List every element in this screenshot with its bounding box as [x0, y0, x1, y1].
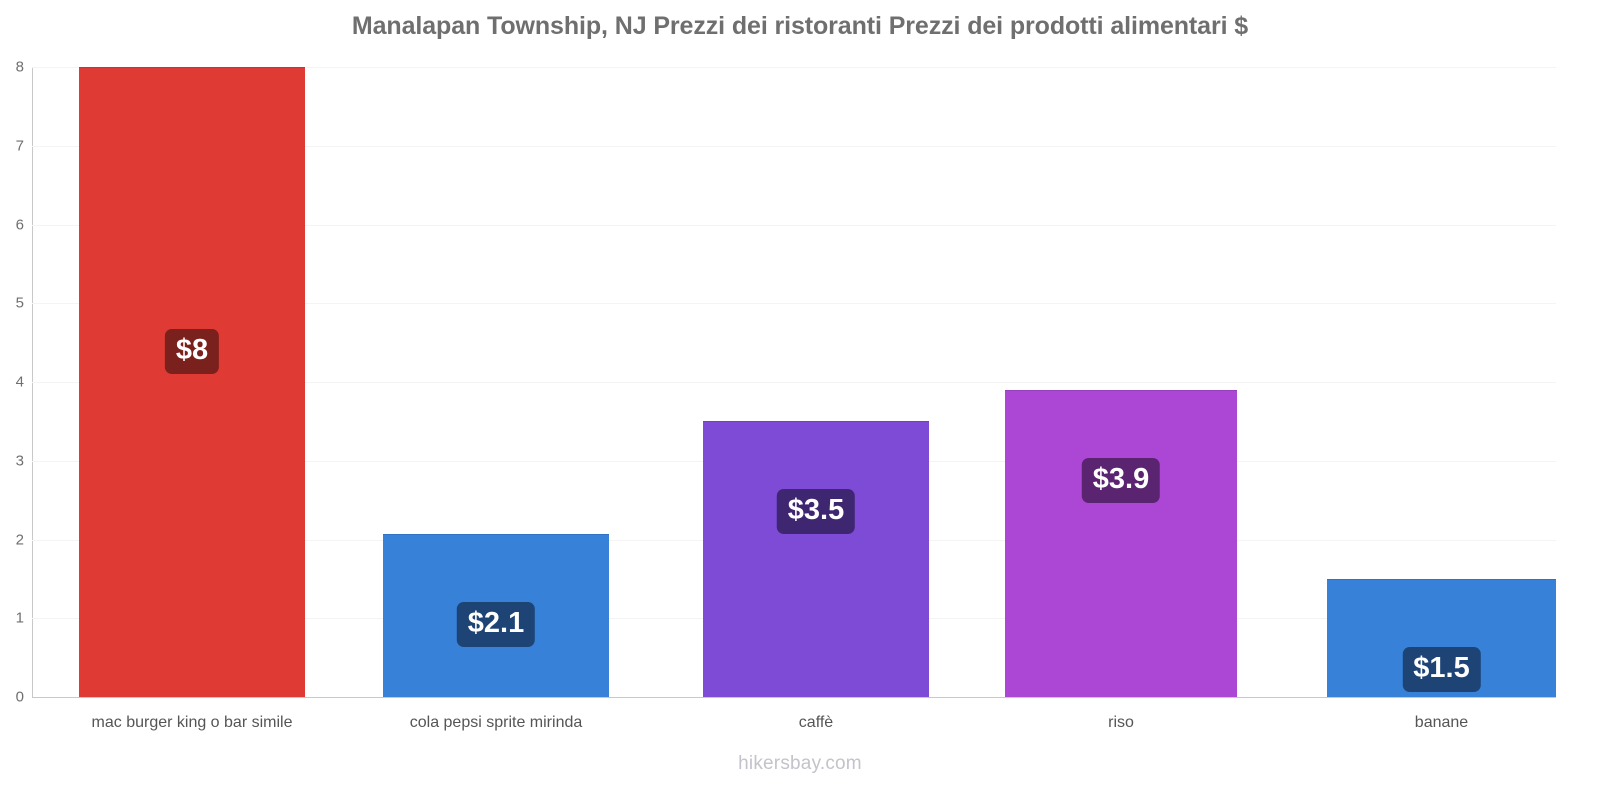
- plot-area: $8 $2.1 $3.5 $3.9 $1.5: [32, 67, 1556, 698]
- y-tick-label-3: 3: [15, 452, 24, 470]
- x-label: caffè: [798, 714, 834, 731]
- y-axis-tick-labels: 0 1 2 3 4 5 6 7 8: [0, 60, 24, 705]
- gridline-5: [32, 303, 1556, 305]
- x-label: mac burger king o bar simile: [91, 714, 293, 731]
- x-label: banane: [1414, 714, 1469, 731]
- gridline-0: [32, 697, 1556, 698]
- y-tick-label-1: 1: [15, 609, 24, 627]
- y-tick-label-6: 6: [15, 216, 24, 233]
- bar-value-label: $1.5: [1402, 646, 1481, 692]
- bar-top-edge: [1005, 389, 1237, 391]
- footer-source: hikersbay.com: [738, 753, 862, 774]
- chart-title: Manalapan Township, NJ Prezzi dei ristor…: [351, 12, 1249, 40]
- bar-top-edge: [703, 421, 929, 423]
- y-tick-label-5: 5: [15, 294, 24, 312]
- y-tick-label-2: 2: [15, 531, 24, 548]
- y-tick-label-7: 7: [15, 137, 24, 155]
- bar[interactable]: $8: [79, 67, 305, 697]
- bar-value-label: $3.9: [1081, 457, 1161, 503]
- x-label: riso: [1108, 714, 1134, 731]
- bar-value-label: $3.5: [776, 489, 856, 535]
- bar-value-label: $2.1: [456, 602, 536, 647]
- y-tick-label-8: 8: [15, 58, 24, 76]
- y-tick-label-0: 0: [15, 688, 24, 706]
- gridline-8: [32, 67, 1556, 68]
- x-label: cola pepsi sprite mirinda: [409, 714, 583, 731]
- bar-top-edge: [79, 67, 305, 68]
- gridline-6: [32, 224, 1556, 226]
- bar-value-label: $8: [164, 329, 220, 374]
- gridline-7: [32, 145, 1556, 147]
- x-axis-category-labels: mac burger king o bar simile cola pepsi s…: [32, 712, 1556, 738]
- bar[interactable]: $1.5: [1327, 578, 1556, 697]
- bar-top-edge: [1327, 578, 1556, 580]
- bar[interactable]: $3.5: [703, 421, 929, 697]
- bar-top-edge: [383, 534, 609, 535]
- bar[interactable]: $2.1: [383, 534, 609, 697]
- gridline-4: [32, 382, 1556, 383]
- bar[interactable]: $3.9: [1005, 389, 1237, 697]
- y-tick-label-4: 4: [15, 373, 24, 391]
